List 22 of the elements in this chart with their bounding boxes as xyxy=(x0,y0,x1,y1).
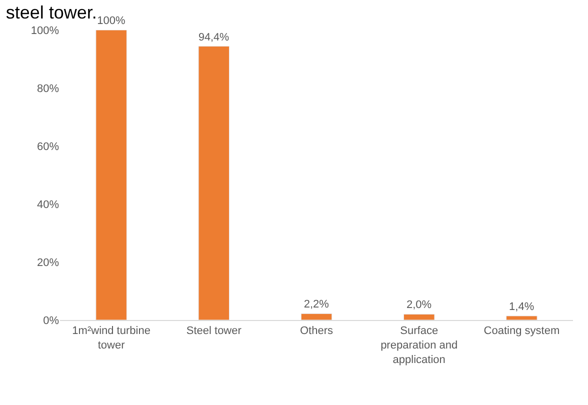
y-tick-label: 20% xyxy=(36,256,60,269)
data-label: 100% xyxy=(97,15,126,27)
x-tick-label: Coating system xyxy=(484,325,560,338)
y-tick-label: 40% xyxy=(36,198,60,211)
data-label: 2,2% xyxy=(304,298,330,311)
y-tick-label: 100% xyxy=(30,24,60,37)
y-tick-label: 0% xyxy=(43,314,60,327)
y-tick-label: 80% xyxy=(36,82,60,95)
y-tick-label: 60% xyxy=(36,140,60,153)
data-label: 1,4% xyxy=(509,300,534,313)
chart-title: steel tower. xyxy=(6,2,97,23)
data-label: 94,4% xyxy=(198,31,230,44)
data-label: 2,0% xyxy=(406,299,432,312)
x-tick-label: 1m²wind turbine tower xyxy=(72,325,150,352)
bar xyxy=(198,46,230,320)
x-tick-label: Steel tower xyxy=(186,325,242,338)
x-tick-label: Others xyxy=(300,325,334,338)
bar xyxy=(300,313,332,320)
bar xyxy=(506,316,538,320)
bar xyxy=(96,30,127,320)
bar xyxy=(403,314,435,320)
x-tick-label: Surface preparation and application xyxy=(380,325,458,366)
